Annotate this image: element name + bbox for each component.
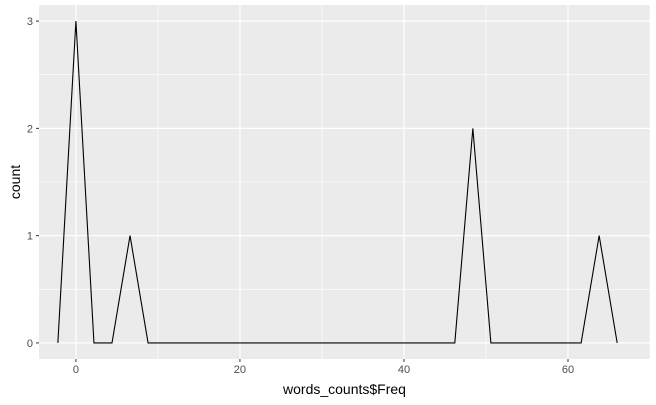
y-tick-label: 0: [27, 338, 33, 350]
x-tick-label: 60: [562, 364, 574, 376]
y-tick-label: 1: [27, 231, 33, 243]
x-axis-title: words_counts$Freq: [282, 381, 406, 397]
series-layer: [57, 21, 618, 344]
y-tick-label: 3: [27, 16, 33, 28]
y-axis-title: count: [7, 165, 23, 199]
y-axis: 0 1 2 3: [27, 16, 39, 350]
x-axis: 0 20 40 60: [73, 359, 574, 376]
series-line: [57, 21, 618, 344]
x-tick-label: 40: [398, 364, 410, 376]
minor-gridlines: [39, 5, 651, 359]
y-tick-label: 2: [27, 123, 33, 135]
x-tick-label: 0: [73, 364, 79, 376]
x-tick-label: 20: [234, 364, 246, 376]
